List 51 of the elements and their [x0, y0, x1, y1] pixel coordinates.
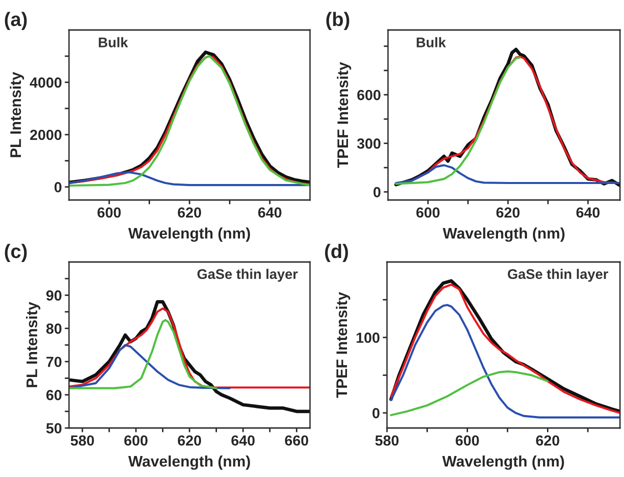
y-tick-label: 0 — [372, 408, 380, 418]
y-tick-label: 90 — [46, 290, 62, 301]
y-axis-title: PL Intensity — [10, 72, 24, 158]
chart-title: (b) — [326, 12, 350, 30]
y-tick-label: 80 — [46, 324, 62, 334]
x-tick-label: 600 — [416, 207, 440, 218]
x-tick-label: 620 — [178, 207, 202, 218]
y-tick-label: 2000 — [30, 130, 62, 140]
line-series — [69, 171, 310, 186]
x-tick-label: 600 — [124, 435, 148, 446]
x-tick-label: 660 — [284, 435, 308, 446]
x-tick-label: 620 — [496, 207, 520, 218]
y-tick-label: 70 — [46, 356, 62, 368]
line-series — [69, 344, 231, 390]
x-tick-label: 640 — [258, 207, 282, 218]
annotation: GaSe thin layer — [197, 268, 298, 282]
x-tick-label: 640 — [576, 207, 600, 218]
x-tick-label: 580 — [70, 435, 94, 446]
y-axis-title: PL Intensity — [26, 302, 40, 388]
chart-title: (d) — [325, 244, 348, 262]
x-tick-label: 600 — [456, 435, 479, 446]
line-series — [394, 164, 620, 184]
y-tick-label: 600 — [357, 90, 380, 100]
line-series — [69, 307, 310, 389]
x-axis-title: Wavelength (nm) — [128, 455, 250, 470]
line-series — [394, 56, 522, 185]
annotation: Bulk — [98, 37, 128, 48]
line-series — [69, 319, 218, 390]
x-tick-label: 640 — [231, 435, 255, 446]
x-tick-label: 580 — [375, 435, 399, 446]
y-tick-label: 4000 — [30, 77, 62, 88]
x-tick-label: 600 — [98, 207, 121, 218]
x-axis-title: Wavelength (nm) — [442, 227, 564, 242]
chart-title: (c) — [4, 244, 27, 262]
y-axis-title: TPEF Intensity — [336, 292, 350, 398]
line-series — [390, 370, 549, 416]
annotation: Bulk — [416, 37, 446, 48]
line-series — [390, 304, 620, 418]
y-axis-title: TPEF Intensity — [336, 62, 352, 168]
y-tick-label: 0 — [54, 182, 62, 192]
y-tick-label: 300 — [357, 138, 380, 149]
y-tick-label: 100 — [356, 332, 380, 343]
x-tick-label: 620 — [178, 435, 202, 446]
y-tick-label: 0 — [374, 187, 380, 198]
x-tick-label: 620 — [536, 435, 560, 446]
x-axis-title: Wavelength (nm) — [128, 227, 250, 242]
chart-title: (a) — [4, 12, 27, 30]
y-tick-label: 50 — [46, 423, 62, 434]
x-axis-title: Wavelength (nm) — [442, 455, 564, 470]
annotation: GaSe thin layer — [508, 268, 608, 282]
y-tick-label: 60 — [46, 390, 62, 400]
